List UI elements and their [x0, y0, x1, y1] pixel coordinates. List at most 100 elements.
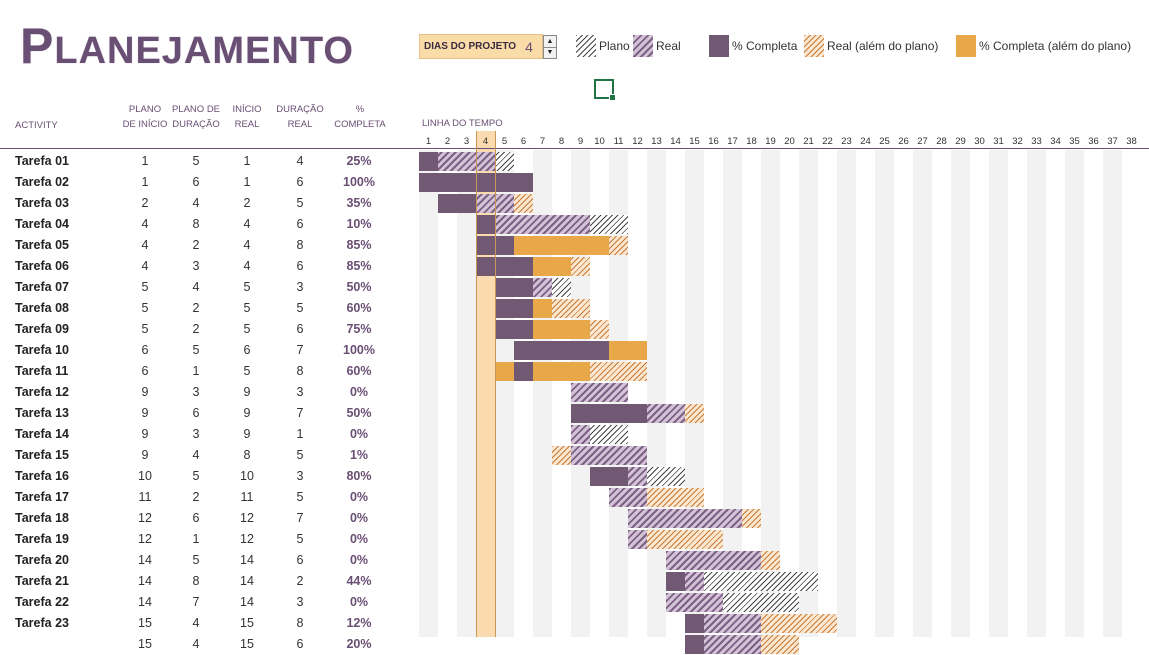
plan-start-cell[interactable]: 6: [141, 363, 149, 378]
plan-duration-cell[interactable]: 3: [192, 258, 200, 273]
plan-duration-cell[interactable]: 5: [192, 153, 200, 168]
project-days-field[interactable]: DIAS DO PROJETO 4: [419, 34, 543, 59]
plan-duration-cell[interactable]: 5: [192, 468, 200, 483]
real-duration-cell[interactable]: 7: [296, 342, 304, 357]
real-start-cell[interactable]: 14: [240, 552, 254, 567]
plan-start-cell[interactable]: 1: [141, 153, 149, 168]
plan-duration-cell[interactable]: 2: [192, 489, 200, 504]
plan-duration-cell[interactable]: 4: [192, 447, 200, 462]
real-duration-cell[interactable]: 3: [296, 279, 304, 294]
plan-start-cell[interactable]: 1: [141, 174, 149, 189]
percent-complete-cell[interactable]: 75%: [346, 321, 372, 336]
plan-start-cell[interactable]: 5: [141, 300, 149, 315]
real-start-cell[interactable]: 4: [243, 237, 251, 252]
plan-start-cell[interactable]: 14: [138, 594, 152, 609]
real-start-cell[interactable]: 14: [240, 573, 254, 588]
percent-complete-cell[interactable]: 12%: [346, 615, 372, 630]
percent-complete-cell[interactable]: 44%: [346, 573, 372, 588]
percent-complete-cell[interactable]: 0%: [349, 552, 369, 567]
real-duration-cell[interactable]: 5: [296, 447, 304, 462]
real-start-cell[interactable]: 4: [243, 258, 251, 273]
real-duration-cell[interactable]: 7: [296, 405, 304, 420]
plan-duration-cell[interactable]: 3: [192, 426, 200, 441]
plan-duration-cell[interactable]: 7: [192, 594, 200, 609]
real-start-cell[interactable]: 5: [243, 300, 251, 315]
real-duration-cell[interactable]: 5: [296, 195, 304, 210]
plan-duration-cell[interactable]: 2: [192, 237, 200, 252]
task-name[interactable]: Tarefa 05: [15, 237, 69, 252]
task-name[interactable]: Tarefa 15: [15, 447, 69, 462]
project-days-value[interactable]: 4: [525, 38, 533, 55]
task-name[interactable]: Tarefa 04: [15, 216, 69, 231]
plan-start-cell[interactable]: 9: [141, 405, 149, 420]
plan-duration-cell[interactable]: 6: [192, 405, 200, 420]
real-start-cell[interactable]: 2: [243, 195, 251, 210]
real-duration-cell[interactable]: 5: [296, 531, 304, 546]
percent-complete-cell[interactable]: 0%: [349, 426, 369, 441]
task-name[interactable]: Tarefa 07: [15, 279, 69, 294]
real-start-cell[interactable]: 1: [243, 174, 251, 189]
real-start-cell[interactable]: 5: [243, 363, 251, 378]
plan-start-cell[interactable]: 6: [141, 342, 149, 357]
task-name[interactable]: Tarefa 03: [15, 195, 69, 210]
plan-duration-cell[interactable]: 6: [192, 174, 200, 189]
real-duration-cell[interactable]: 8: [296, 615, 304, 630]
percent-complete-cell[interactable]: 25%: [346, 153, 372, 168]
percent-complete-cell[interactable]: 60%: [346, 363, 372, 378]
task-name[interactable]: Tarefa 12: [15, 384, 69, 399]
task-name[interactable]: Tarefa 13: [15, 405, 69, 420]
real-duration-cell[interactable]: 2: [296, 573, 304, 588]
percent-complete-cell[interactable]: 1%: [349, 447, 369, 462]
real-duration-cell[interactable]: 4: [296, 153, 304, 168]
real-duration-cell[interactable]: 7: [296, 510, 304, 525]
plan-start-cell[interactable]: 4: [141, 258, 149, 273]
plan-duration-cell[interactable]: 3: [192, 384, 200, 399]
spin-up-icon[interactable]: ▲: [544, 36, 556, 48]
task-name[interactable]: Tarefa 06: [15, 258, 69, 273]
plan-duration-cell[interactable]: 2: [192, 321, 200, 336]
percent-complete-cell[interactable]: 50%: [346, 405, 372, 420]
real-start-cell[interactable]: 14: [240, 594, 254, 609]
plan-duration-cell[interactable]: 5: [192, 552, 200, 567]
task-name[interactable]: Tarefa 09: [15, 321, 69, 336]
task-name[interactable]: Tarefa 16: [15, 468, 69, 483]
plan-duration-cell[interactable]: 8: [192, 573, 200, 588]
project-days-spinner[interactable]: ▲ ▼: [543, 35, 557, 59]
real-duration-cell[interactable]: 6: [296, 258, 304, 273]
task-name[interactable]: Tarefa 11: [15, 363, 69, 378]
plan-duration-cell[interactable]: 8: [192, 216, 200, 231]
plan-start-cell[interactable]: 2: [141, 195, 149, 210]
percent-complete-cell[interactable]: 85%: [346, 258, 372, 273]
percent-complete-cell[interactable]: 80%: [346, 468, 372, 483]
percent-complete-cell[interactable]: 100%: [343, 342, 375, 357]
real-start-cell[interactable]: 11: [240, 489, 254, 504]
plan-start-cell[interactable]: 14: [138, 573, 152, 588]
plan-start-cell[interactable]: 4: [141, 237, 149, 252]
plan-duration-cell[interactable]: 6: [192, 510, 200, 525]
plan-start-cell[interactable]: 4: [141, 216, 149, 231]
percent-complete-cell[interactable]: 85%: [346, 237, 372, 252]
real-duration-cell[interactable]: 3: [296, 468, 304, 483]
percent-complete-cell[interactable]: 0%: [349, 594, 369, 609]
plan-start-cell[interactable]: 15: [138, 615, 152, 630]
task-name[interactable]: Tarefa 01: [15, 153, 69, 168]
plan-duration-cell[interactable]: 2: [192, 300, 200, 315]
real-start-cell[interactable]: 5: [243, 321, 251, 336]
plan-duration-cell[interactable]: 5: [192, 342, 200, 357]
selected-cell-cursor[interactable]: [594, 79, 616, 101]
task-name[interactable]: Tarefa 19: [15, 531, 69, 546]
plan-start-cell[interactable]: 9: [141, 384, 149, 399]
task-name[interactable]: Tarefa 22: [15, 594, 69, 609]
real-duration-cell[interactable]: 8: [296, 237, 304, 252]
task-name[interactable]: Tarefa 08: [15, 300, 69, 315]
real-start-cell[interactable]: 4: [243, 216, 251, 231]
real-duration-cell[interactable]: 6: [296, 216, 304, 231]
real-start-cell[interactable]: 9: [243, 405, 251, 420]
percent-complete-cell[interactable]: 10%: [346, 216, 372, 231]
real-duration-cell[interactable]: 8: [296, 363, 304, 378]
task-name[interactable]: Tarefa 20: [15, 552, 69, 567]
real-start-cell[interactable]: 9: [243, 426, 251, 441]
percent-complete-cell[interactable]: 35%: [346, 195, 372, 210]
real-start-cell[interactable]: 1: [243, 153, 251, 168]
task-name[interactable]: Tarefa 18: [15, 510, 69, 525]
